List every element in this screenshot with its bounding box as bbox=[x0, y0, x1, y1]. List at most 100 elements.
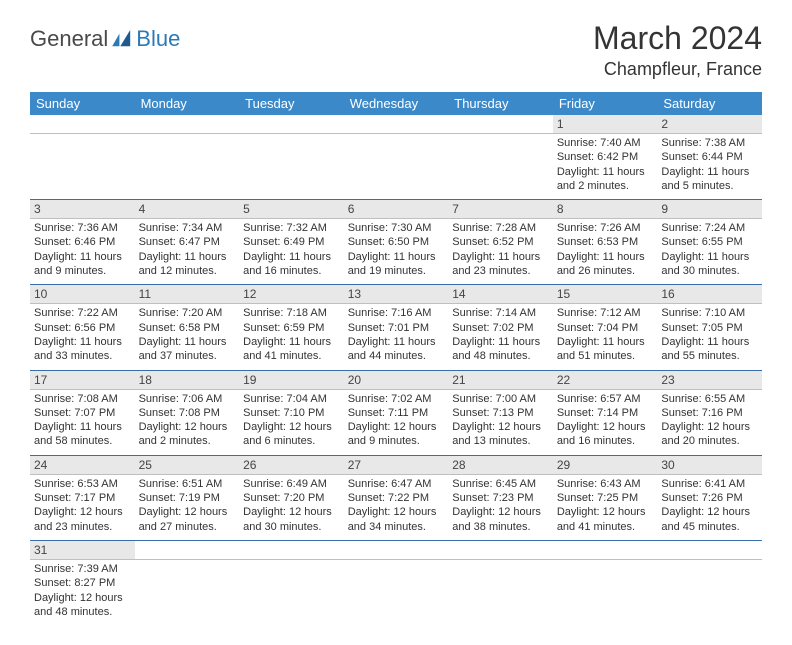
day-number: 7 bbox=[448, 200, 553, 219]
sunset-text: Sunset: 6:55 PM bbox=[661, 235, 758, 249]
day-number: 23 bbox=[657, 370, 762, 389]
sunrise-text: Sunrise: 7:08 AM bbox=[34, 392, 131, 406]
day-header: Friday bbox=[553, 92, 658, 115]
daynum-row: 17181920212223 bbox=[30, 370, 762, 389]
day-cell: Sunrise: 6:55 AMSunset: 7:16 PMDaylight:… bbox=[657, 389, 762, 455]
day-cell bbox=[135, 134, 240, 200]
daylight-text: Daylight: 12 hours and 38 minutes. bbox=[452, 505, 549, 534]
sunrise-text: Sunrise: 6:47 AM bbox=[348, 477, 445, 491]
sunset-text: Sunset: 7:01 PM bbox=[348, 321, 445, 335]
sunrise-text: Sunrise: 7:20 AM bbox=[139, 306, 236, 320]
day-cell: Sunrise: 7:30 AMSunset: 6:50 PMDaylight:… bbox=[344, 219, 449, 285]
sunrise-text: Sunrise: 7:12 AM bbox=[557, 306, 654, 320]
sunset-text: Sunset: 6:56 PM bbox=[34, 321, 131, 335]
detail-row: Sunrise: 7:36 AMSunset: 6:46 PMDaylight:… bbox=[30, 219, 762, 285]
daynum-row: 3456789 bbox=[30, 200, 762, 219]
daylight-text: Daylight: 12 hours and 34 minutes. bbox=[348, 505, 445, 534]
location-label: Champfleur, France bbox=[593, 59, 762, 80]
day-cell: Sunrise: 7:34 AMSunset: 6:47 PMDaylight:… bbox=[135, 219, 240, 285]
day-number: 5 bbox=[239, 200, 344, 219]
sunrise-text: Sunrise: 7:34 AM bbox=[139, 221, 236, 235]
sunset-text: Sunset: 7:08 PM bbox=[139, 406, 236, 420]
sunrise-text: Sunrise: 7:24 AM bbox=[661, 221, 758, 235]
sunset-text: Sunset: 7:11 PM bbox=[348, 406, 445, 420]
sunrise-text: Sunrise: 6:49 AM bbox=[243, 477, 340, 491]
day-number: 16 bbox=[657, 285, 762, 304]
daylight-text: Daylight: 11 hours and 33 minutes. bbox=[34, 335, 131, 364]
day-header: Sunday bbox=[30, 92, 135, 115]
day-header: Saturday bbox=[657, 92, 762, 115]
day-number: 27 bbox=[344, 455, 449, 474]
day-cell: Sunrise: 7:20 AMSunset: 6:58 PMDaylight:… bbox=[135, 304, 240, 370]
day-number bbox=[448, 115, 553, 134]
daylight-text: Daylight: 12 hours and 45 minutes. bbox=[661, 505, 758, 534]
day-number: 20 bbox=[344, 370, 449, 389]
sunset-text: Sunset: 7:16 PM bbox=[661, 406, 758, 420]
day-cell: Sunrise: 6:53 AMSunset: 7:17 PMDaylight:… bbox=[30, 474, 135, 540]
daylight-text: Daylight: 11 hours and 5 minutes. bbox=[661, 165, 758, 194]
logo-word1: General bbox=[30, 26, 108, 52]
day-cell: Sunrise: 7:02 AMSunset: 7:11 PMDaylight:… bbox=[344, 389, 449, 455]
sunset-text: Sunset: 6:50 PM bbox=[348, 235, 445, 249]
day-number: 12 bbox=[239, 285, 344, 304]
sunrise-text: Sunrise: 7:28 AM bbox=[452, 221, 549, 235]
logo-word2: Blue bbox=[136, 26, 180, 52]
daylight-text: Daylight: 11 hours and 51 minutes. bbox=[557, 335, 654, 364]
day-cell bbox=[239, 559, 344, 625]
sunset-text: Sunset: 7:25 PM bbox=[557, 491, 654, 505]
day-cell: Sunrise: 7:14 AMSunset: 7:02 PMDaylight:… bbox=[448, 304, 553, 370]
day-cell: Sunrise: 7:12 AMSunset: 7:04 PMDaylight:… bbox=[553, 304, 658, 370]
day-cell bbox=[30, 134, 135, 200]
daylight-text: Daylight: 11 hours and 2 minutes. bbox=[557, 165, 654, 194]
daylight-text: Daylight: 11 hours and 44 minutes. bbox=[348, 335, 445, 364]
day-number bbox=[239, 540, 344, 559]
sunrise-text: Sunrise: 6:53 AM bbox=[34, 477, 131, 491]
day-number: 18 bbox=[135, 370, 240, 389]
daylight-text: Daylight: 12 hours and 16 minutes. bbox=[557, 420, 654, 449]
day-number bbox=[553, 540, 658, 559]
sunset-text: Sunset: 7:26 PM bbox=[661, 491, 758, 505]
daylight-text: Daylight: 12 hours and 9 minutes. bbox=[348, 420, 445, 449]
detail-row: Sunrise: 6:53 AMSunset: 7:17 PM Daylight:… bbox=[30, 474, 762, 540]
page-title: March 2024 bbox=[593, 20, 762, 57]
day-number: 28 bbox=[448, 455, 553, 474]
day-number: 29 bbox=[553, 455, 658, 474]
day-number bbox=[344, 540, 449, 559]
sunset-text: Sunset: 7:02 PM bbox=[452, 321, 549, 335]
sunrise-text: Sunrise: 7:22 AM bbox=[34, 306, 131, 320]
day-number bbox=[239, 115, 344, 134]
sunset-text: Sunset: 7:23 PM bbox=[452, 491, 549, 505]
day-cell: Sunrise: 6:47 AMSunset: 7:22 PMDaylight:… bbox=[344, 474, 449, 540]
sunrise-text: Sunrise: 7:30 AM bbox=[348, 221, 445, 235]
day-cell: Sunrise: 6:49 AMSunset: 7:20 PMDaylight:… bbox=[239, 474, 344, 540]
sunset-text: Sunset: 6:46 PM bbox=[34, 235, 131, 249]
day-number: 6 bbox=[344, 200, 449, 219]
sunrise-text: Sunrise: 6:55 AM bbox=[661, 392, 758, 406]
sunrise-text: Sunrise: 7:36 AM bbox=[34, 221, 131, 235]
day-cell bbox=[135, 559, 240, 625]
sunset-text: Sunset: 7:04 PM bbox=[557, 321, 654, 335]
day-number: 8 bbox=[553, 200, 658, 219]
daylight-text: Daylight: 11 hours and 58 minutes. bbox=[34, 420, 131, 449]
sunset-text: Sunset: 7:13 PM bbox=[452, 406, 549, 420]
day-header: Tuesday bbox=[239, 92, 344, 115]
logo-mark-icon bbox=[112, 30, 134, 48]
sunset-text: Sunset: 6:49 PM bbox=[243, 235, 340, 249]
daylight-text: Daylight: 12 hours and 27 minutes. bbox=[139, 505, 236, 534]
sunrise-text: Sunrise: 6:43 AM bbox=[557, 477, 654, 491]
day-cell: Sunrise: 7:39 AMSunset: 8:27 PMDaylight:… bbox=[30, 559, 135, 625]
day-cell bbox=[448, 134, 553, 200]
sunset-text: Sunset: 6:59 PM bbox=[243, 321, 340, 335]
day-cell: Sunrise: 7:08 AMSunset: 7:07 PMDaylight:… bbox=[30, 389, 135, 455]
sunset-text: Sunset: 7:17 PM bbox=[34, 491, 131, 505]
day-number: 2 bbox=[657, 115, 762, 134]
day-number: 17 bbox=[30, 370, 135, 389]
day-cell: Sunrise: 7:40 AMSunset: 6:42 PMDaylight:… bbox=[553, 134, 658, 200]
sunset-text: Sunset: 7:19 PM bbox=[139, 491, 236, 505]
calendar-table: SundayMondayTuesdayWednesdayThursdayFrid… bbox=[30, 92, 762, 625]
daynum-row: 24252627282930 bbox=[30, 455, 762, 474]
sunrise-text: Sunrise: 7:39 AM bbox=[34, 562, 131, 576]
daylight-text: Daylight: 12 hours and 2 minutes. bbox=[139, 420, 236, 449]
sunset-text: Sunset: 7:22 PM bbox=[348, 491, 445, 505]
sunset-text: Sunset: 6:58 PM bbox=[139, 321, 236, 335]
